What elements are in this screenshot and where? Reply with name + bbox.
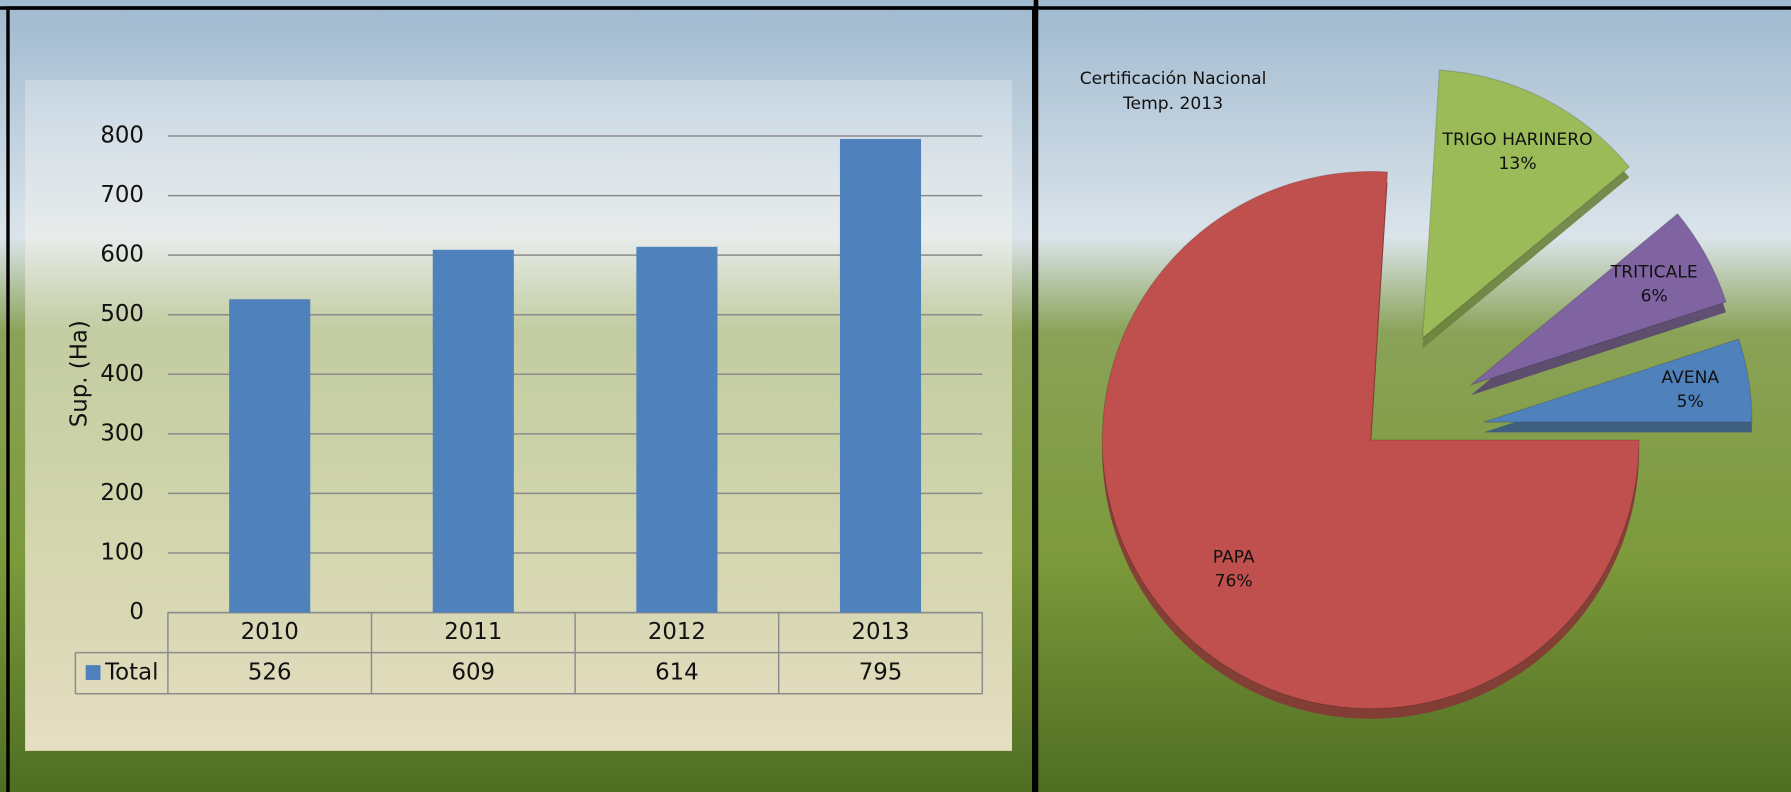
bar — [839, 138, 922, 613]
table-value: 614 — [655, 660, 699, 686]
y-tick-label: 800 — [100, 122, 144, 148]
y-tick-label: 500 — [100, 301, 144, 327]
slice — [1101, 170, 1640, 710]
slice-label: TRIGO HARINERO — [1442, 130, 1593, 150]
y-tick-label: 300 — [100, 420, 144, 446]
legend-swatch — [85, 665, 101, 680]
x-tick-label: 2011 — [444, 619, 502, 645]
table-value: 526 — [248, 660, 292, 686]
slice-value: 5% — [1677, 392, 1704, 412]
chart-title: Certificación Nacional — [1080, 69, 1267, 89]
y-tick-label: 400 — [100, 361, 144, 387]
y-axis-label: Sup. (Ha) — [66, 320, 92, 427]
y-tick-label: 100 — [100, 539, 144, 565]
x-tick-label: 2010 — [241, 619, 299, 645]
y-tick-label: 200 — [100, 480, 144, 506]
x-tick-label: 2012 — [648, 619, 706, 645]
legend-label: Total — [104, 660, 158, 686]
bar — [432, 249, 514, 613]
y-tick-label: 600 — [100, 242, 144, 268]
bar — [636, 246, 718, 613]
y-tick-label: 700 — [100, 182, 144, 208]
y-tick-label: 0 — [129, 599, 144, 625]
slice — [1483, 338, 1753, 423]
slice — [1421, 69, 1631, 340]
table-value: 609 — [452, 660, 496, 686]
table-value: 795 — [859, 660, 903, 686]
slice-label: PAPA — [1213, 547, 1255, 567]
pie-chart: Certificación Nacional Temp. 2013 PAPA 76% T… — [1080, 69, 1753, 719]
slice-value: 76% — [1215, 571, 1253, 591]
x-tick-label: 2013 — [851, 619, 909, 645]
chart-subtitle: Temp. 2013 — [1122, 94, 1223, 114]
slice-value: 6% — [1641, 287, 1668, 307]
bar — [229, 299, 311, 613]
slice-label: AVENA — [1661, 368, 1719, 388]
bar-chart: 0 100 200 300 400 500 600 700 800 Sup. (Ha) 2010 20… — [66, 122, 984, 695]
slice — [1470, 212, 1727, 386]
slice-label: TRITICALE — [1610, 263, 1698, 283]
slice-value: 13% — [1499, 154, 1537, 174]
